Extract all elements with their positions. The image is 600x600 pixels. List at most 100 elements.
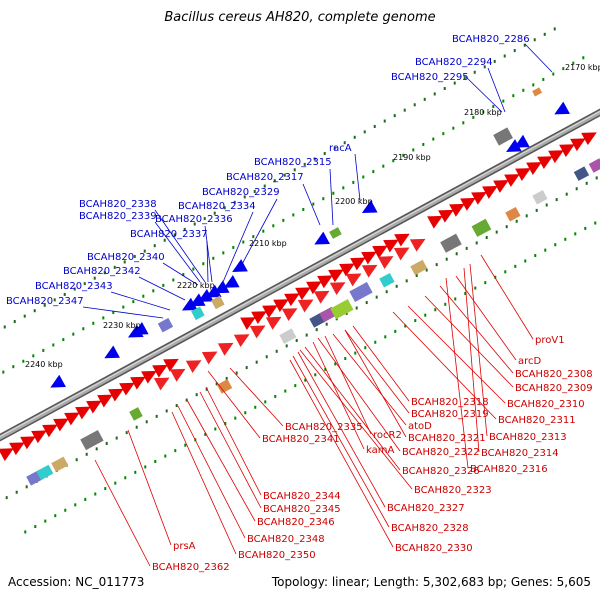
tick-dot [295,338,298,342]
tick-dot [142,294,145,298]
tick-dot [464,291,467,295]
tick-dot [562,67,565,71]
feature-block [191,306,205,321]
feature-block-fill [129,407,143,421]
tick-dot [52,343,55,347]
red-gene-arrow [130,376,146,390]
blue-gene-arrow [232,259,248,272]
tick-dot [132,300,135,304]
red-gene-arrow [97,394,113,408]
gene-label: BCAH820_2295 [391,72,469,83]
gene-label: atoD [408,421,432,432]
tick-dot [453,81,456,85]
tick-dot [545,203,548,207]
gene-label: BCAH820_2326 [402,466,480,477]
tick-dot [305,333,308,337]
gene-label: kamA [366,445,394,456]
tick-dot [373,124,376,128]
tick-dot [214,427,217,431]
tick-dot [425,268,428,272]
feature-block [588,158,600,173]
red-gene-arrow [75,406,91,420]
tick-dot [445,257,448,261]
tick-dot [224,422,227,426]
tick-dot [303,162,306,166]
blue-gene-arrow [205,284,222,298]
gene-label: BCAH820_2350 [238,550,316,561]
feature-track [0,87,600,486]
tick-dot [185,398,188,402]
tick-dot [535,208,538,212]
tick-dot [435,263,438,267]
tick-dot [403,108,406,112]
tick-dot [502,99,505,103]
tick-dot [44,519,47,523]
leader-line [229,367,284,427]
feature-block [379,272,395,288]
leader-line [138,276,186,301]
tick-dot [565,192,568,196]
red-gene-arrow [329,282,346,296]
red-gene-arrow [394,233,410,247]
red-gene-arrow [537,156,553,170]
tick-dot [552,72,555,76]
leader-line [324,335,372,435]
tick-dot [594,221,597,225]
tick-dot [93,276,96,280]
leader-line [302,183,321,226]
feature-block-fill [471,218,492,237]
tick-dot [204,432,207,436]
gene-label: BCAH820_2344 [263,491,341,502]
red-gene-arrow [249,325,266,339]
red-gene-arrow [141,370,157,384]
tick-dot [104,487,107,491]
tick-dot [404,324,407,328]
gene-label: BCAH820_2343 [35,281,113,292]
feature-block [80,430,104,451]
tick-dot [334,362,337,366]
tick-dot [92,321,95,325]
red-gene-arrow [393,247,410,261]
leader-line [352,325,410,402]
gene-label: BCAH820_2341 [262,434,340,445]
red-gene-arrow [383,239,399,253]
tick-dot [94,492,97,496]
kbp-tick: 2230 kbp [103,321,141,330]
tick-dot [363,130,366,134]
gene-label: BCAH820_2317 [226,172,304,183]
tick-dot [182,273,185,277]
tick-dot [145,420,148,424]
tick-dot [372,170,375,174]
tick-dot [304,378,307,382]
leader-line [110,291,171,311]
feature-block [532,190,548,205]
feature-block-fill [505,206,521,222]
tick-dot [192,267,195,271]
tick-dot [122,305,125,309]
leader-line [317,337,401,452]
tick-dot [503,54,506,58]
tick-dot [155,414,158,418]
blue-gene-arrow [181,297,198,311]
red-gene-arrow [31,430,47,444]
gene-label: BCAH820_2315 [254,157,332,168]
tick-dot [472,115,475,119]
red-gene-arrow [262,305,278,319]
tick-dot [444,302,447,306]
tick-dot [284,389,287,393]
leader-line [480,254,534,340]
tick-dot [574,232,577,236]
tick-dot [584,226,587,230]
red-gene-arrow [493,180,509,193]
red-gene-arrow [581,132,597,146]
leader-line [186,399,256,522]
red-gene-arrow [153,377,170,391]
blue-gene-arrow [554,101,570,115]
red-gene-arrow [119,382,135,396]
gene-label: BCAH820_2318 [411,397,489,408]
red-gene-arrow [265,316,282,330]
feature-block [216,379,233,394]
blue-gene-arrow [197,289,214,302]
feature-block-fill [532,87,543,97]
feature-block [471,218,492,237]
